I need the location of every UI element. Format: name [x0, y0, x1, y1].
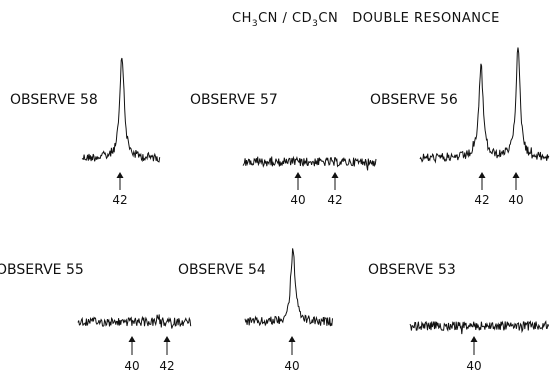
- marker-arrow-p56-42: [478, 172, 486, 190]
- marker-arrow-p57-42: [331, 172, 339, 190]
- panel-label-observe-56: OBSERVE 56: [370, 92, 458, 108]
- figure-title: CH3CN / CD3CN DOUBLE RESONANCE: [232, 11, 500, 29]
- marker-label-p56-42: 42: [474, 193, 489, 207]
- panel-label-observe-54: OBSERVE 54: [178, 262, 266, 278]
- marker-label-p55-42: 42: [159, 359, 174, 373]
- marker-label-p56-40: 40: [508, 193, 523, 207]
- marker-label-p54-40: 40: [284, 359, 299, 373]
- title-species-2: CN: [318, 11, 338, 26]
- spectrum-trace-observe-53: [409, 320, 550, 335]
- panel-label-observe-58: OBSERVE 58: [10, 92, 98, 108]
- panel-label-observe-57: OBSERVE 57: [190, 92, 278, 108]
- title-subtitle: DOUBLE RESONANCE: [352, 11, 500, 26]
- marker-arrow-p56-40: [512, 172, 520, 190]
- title-species-1: CH: [232, 11, 252, 26]
- title-subscript-1: 3: [252, 19, 258, 29]
- marker-label-p57-42: 42: [327, 193, 342, 207]
- marker-label-p53-40: 40: [466, 359, 481, 373]
- marker-arrow-p55-42: [163, 336, 171, 355]
- panel-label-observe-53: OBSERVE 53: [368, 262, 456, 278]
- spectrum-trace-observe-57: [242, 155, 377, 171]
- marker-arrow-p55-40: [128, 336, 136, 355]
- marker-label-p55-40: 40: [124, 359, 139, 373]
- marker-label-p57-40: 40: [290, 193, 305, 207]
- spectrum-trace-observe-54: [244, 248, 333, 327]
- marker-arrow-p53-40: [470, 336, 478, 355]
- marker-arrow-p58-42: [116, 172, 124, 190]
- spectrum-trace-observe-55: [77, 314, 192, 329]
- spectrum-trace-observe-58: [81, 57, 161, 163]
- title-separator: CN / CD: [258, 11, 312, 26]
- marker-label-p58-42: 42: [112, 193, 127, 207]
- marker-arrow-p54-40: [288, 336, 296, 355]
- title-subscript-2: 3: [312, 19, 318, 29]
- panel-label-observe-55: OBSERVE 55: [0, 262, 84, 278]
- spectrum-trace-observe-56: [419, 47, 550, 164]
- marker-arrow-p57-40: [294, 172, 302, 190]
